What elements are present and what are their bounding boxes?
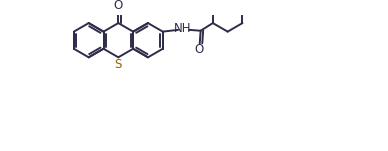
Text: O: O: [194, 43, 203, 56]
Text: NH: NH: [174, 22, 191, 35]
Text: S: S: [114, 58, 122, 71]
Text: O: O: [114, 0, 123, 12]
